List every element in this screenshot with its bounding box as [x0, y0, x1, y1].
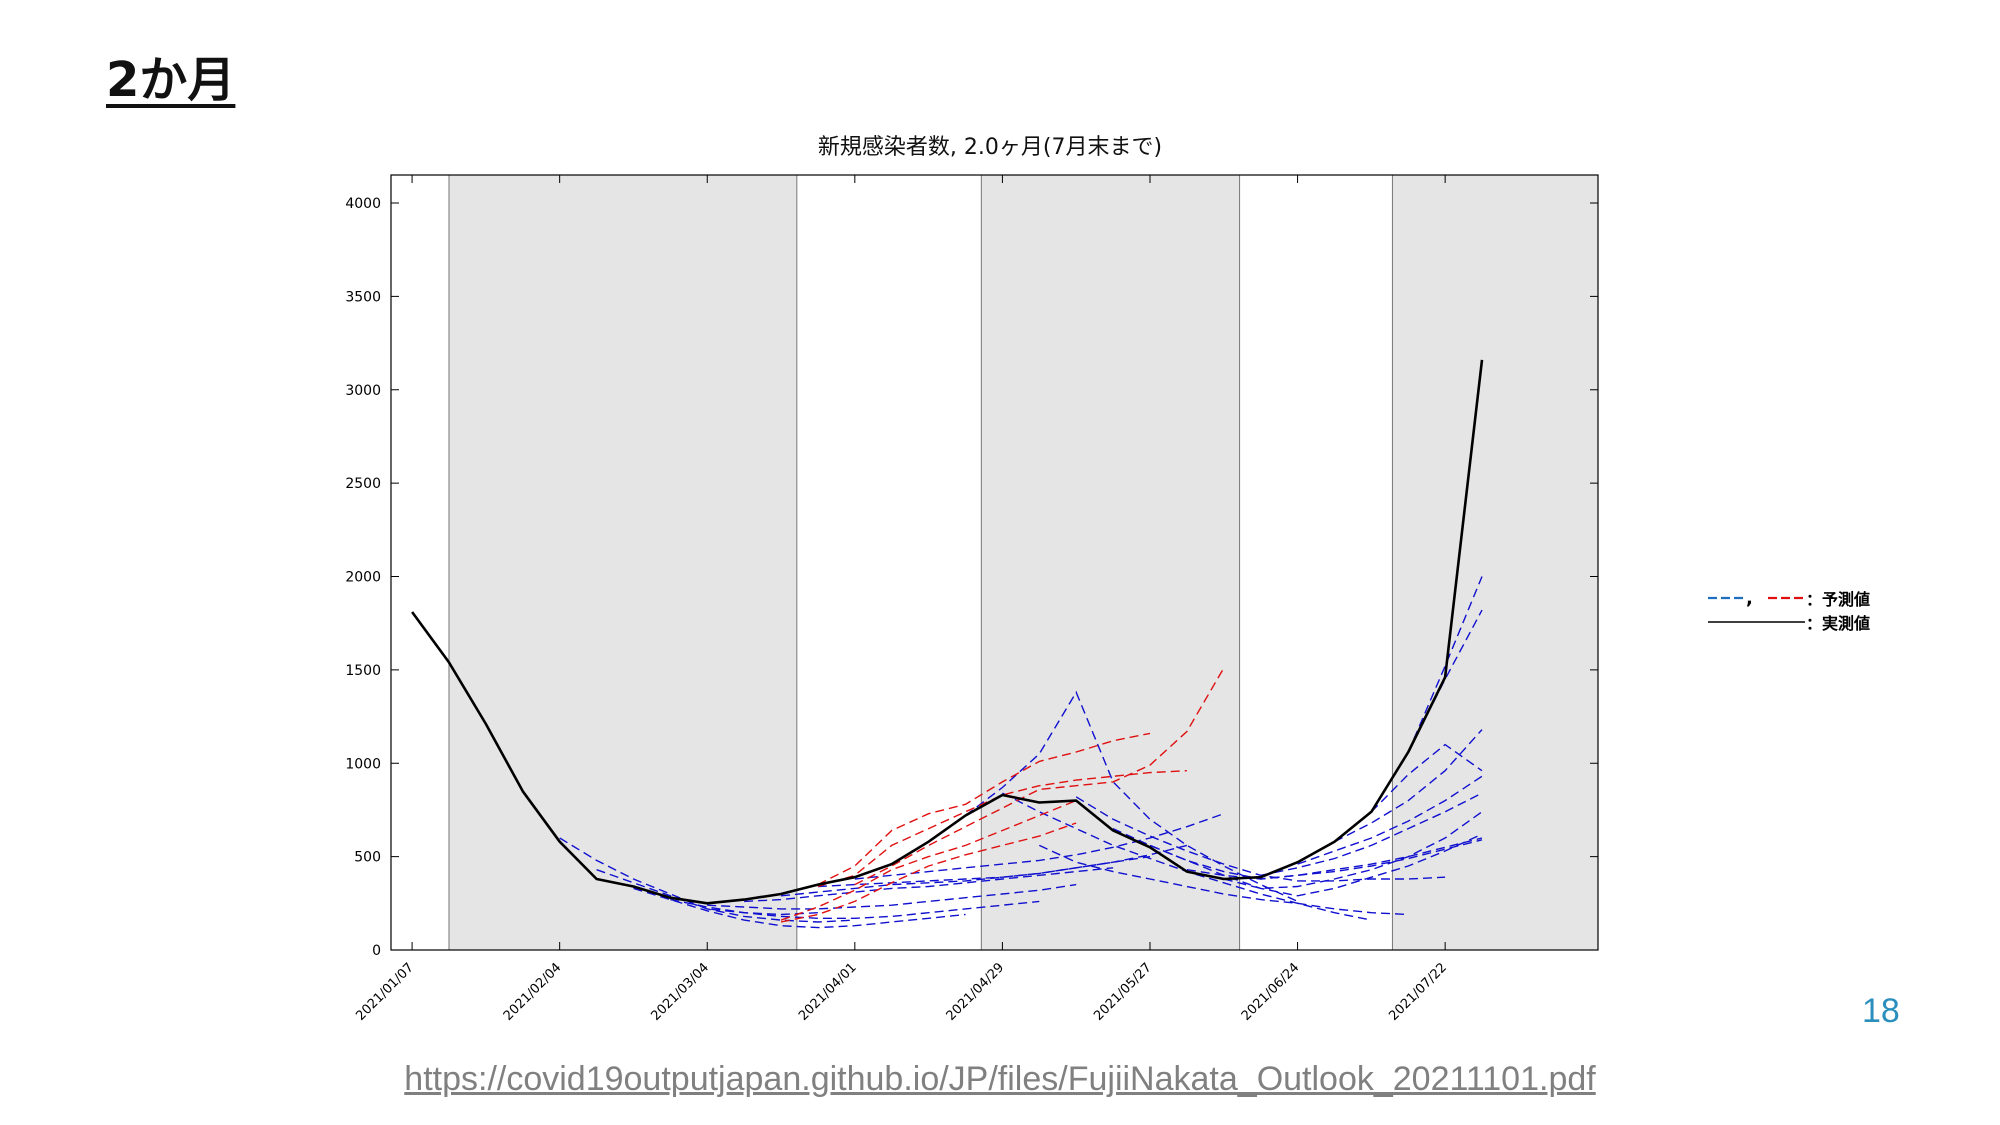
- y-tick-label-3000: 3000: [345, 383, 381, 399]
- x-tick-label-2021/01/07: 2021/01/07: [353, 960, 417, 1024]
- forecast-blue-line-20: [1370, 743, 1483, 813]
- y-tick-label-1000: 1000: [345, 756, 381, 772]
- y-axis: 0 500 1000 1500 2000 2500 3000 3500 4000: [345, 196, 1598, 959]
- x-tick-label-2021/04/01: 2021/04/01: [796, 960, 860, 1024]
- legend-separator: ,: [1746, 588, 1753, 609]
- actual-line: [411, 359, 1484, 905]
- forecast-series-red: [780, 667, 1225, 923]
- forecast-blue-line-15: [1186, 839, 1483, 880]
- forecast-blue-line-11: [1039, 844, 1409, 916]
- forecast-blue-line-9: [965, 690, 1298, 903]
- x-tick-label-2021/04/29: 2021/04/29: [944, 960, 1008, 1024]
- forecast-blue-line-2: [633, 887, 966, 929]
- forecast-blue-line-4: [707, 883, 1077, 910]
- y-tick-label-3500: 3500: [345, 289, 381, 305]
- forecast-red-line-3: [780, 799, 1077, 921]
- shaded-period-2: [1392, 175, 1598, 950]
- page-number: 18: [1862, 992, 1900, 1030]
- y-tick-label-1500: 1500: [345, 663, 381, 679]
- y-tick-label-0: 0: [372, 943, 381, 959]
- forecast-series-blue: [559, 576, 1483, 929]
- x-tick-label-2021/05/27: 2021/05/27: [1091, 960, 1155, 1024]
- legend: , ：予測値 ：実測値: [1708, 588, 1870, 633]
- forecast-red-line-4: [780, 822, 1077, 923]
- forecast-blue-line-5: [744, 867, 1114, 903]
- forecast-blue-line-16: [1223, 811, 1483, 890]
- legend-actual-label: ：実測値: [1806, 614, 1870, 633]
- forecast-blue-line-19: [1334, 729, 1483, 843]
- slide-title: 2か月: [106, 52, 236, 108]
- x-tick-label-2021/07/22: 2021/07/22: [1386, 960, 1450, 1024]
- forecast-red-line-1: [817, 770, 1187, 888]
- actual-series: [411, 359, 1484, 905]
- forecast-blue-line-17: [1260, 792, 1483, 876]
- y-tick-label-2500: 2500: [345, 476, 381, 492]
- x-tick-label-2021/03/04: 2021/03/04: [648, 960, 712, 1024]
- forecast-blue-line-21: [1407, 576, 1483, 753]
- legend-forecast-label: ：予測値: [1806, 590, 1870, 609]
- y-tick-label-2000: 2000: [345, 570, 381, 586]
- forecast-blue-line-8: [854, 813, 1225, 880]
- forecast-blue-line-22: [1407, 609, 1483, 753]
- forecast-blue-line-3: [670, 898, 1040, 919]
- shaded-period-0: [448, 175, 797, 950]
- chart-title: 新規感染者数, 2.0ヶ月(7月末まで): [818, 135, 1162, 160]
- forecast-blue-line-14: [1149, 837, 1483, 880]
- shaded-periods: [448, 175, 1598, 950]
- forecast-blue-line-1: [596, 869, 855, 923]
- y-tick-label-4000: 4000: [345, 196, 381, 212]
- forecast-red-line-0: [817, 732, 1151, 886]
- plot-frame: [390, 174, 1599, 951]
- x-tick-label-2021/06/24: 2021/06/24: [1239, 960, 1303, 1024]
- source-link[interactable]: https://covid19outputjapan.github.io/JP/…: [404, 1060, 1596, 1098]
- forecast-red-line-2: [854, 667, 1225, 886]
- shaded-period-1: [981, 175, 1240, 950]
- forecast-blue-line-7: [817, 844, 1188, 888]
- forecast-blue-line-18: [1297, 775, 1483, 865]
- x-tick-label-2021/02/04: 2021/02/04: [501, 960, 565, 1024]
- forecast-blue-line-13: [1112, 827, 1483, 897]
- y-tick-label-500: 500: [354, 850, 381, 866]
